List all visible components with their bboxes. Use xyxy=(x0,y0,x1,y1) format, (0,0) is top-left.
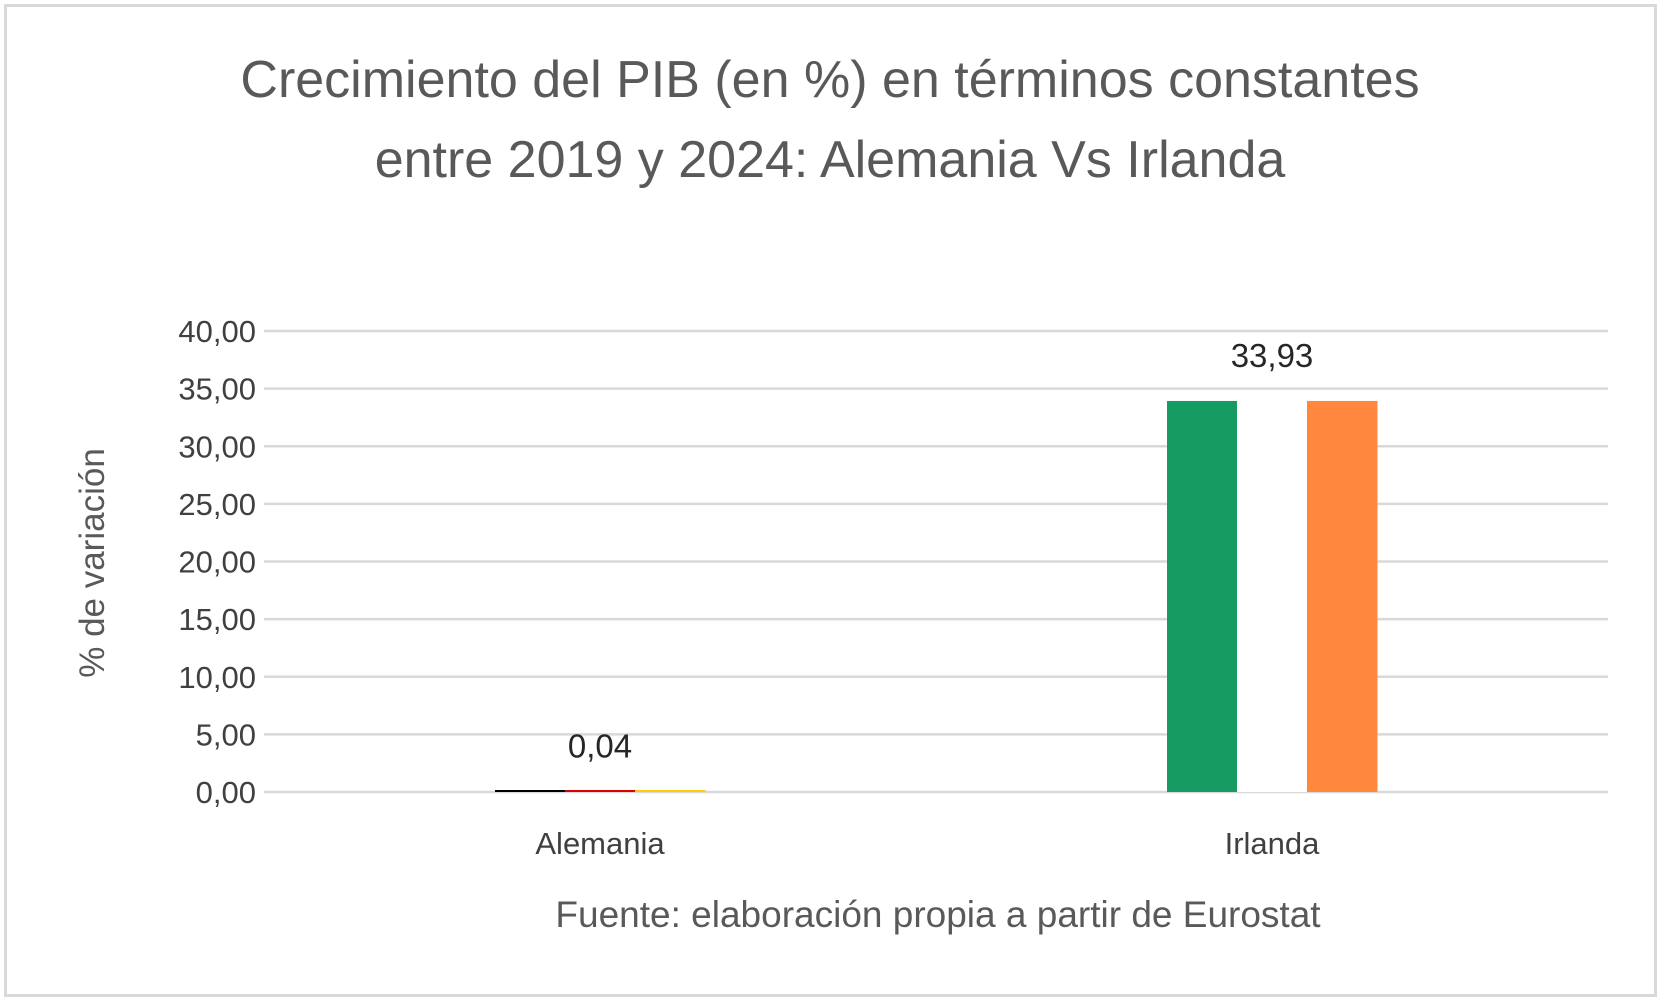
chart-frame xyxy=(4,4,1657,997)
bar-irlanda xyxy=(1167,400,1378,792)
bar-stripe xyxy=(565,790,636,792)
y-tick-labels: 0,00 5,00 10,00 15,00 20,00 25,00 30,00 35,00 40… xyxy=(178,314,256,810)
y-tick-label: 20,00 xyxy=(178,545,256,580)
bar-stripe xyxy=(1237,400,1308,792)
bar-stripe xyxy=(635,790,706,792)
bar-stripe xyxy=(1167,400,1238,792)
y-tick-label: 30,00 xyxy=(178,429,256,464)
category-labels: Alemania Irlanda xyxy=(535,826,1320,861)
y-tick-label: 15,00 xyxy=(178,602,256,637)
category-label: Irlanda xyxy=(1225,826,1321,861)
chart-title: Crecimiento del PIB (en %) en términos c… xyxy=(240,51,1420,189)
y-tick-label: 25,00 xyxy=(178,487,256,522)
bar-alemania xyxy=(495,790,706,792)
gridlines xyxy=(264,329,1608,794)
y-tick-label: 35,00 xyxy=(178,372,256,407)
source-label: Fuente: elaboración propia a partir de E… xyxy=(555,894,1321,935)
bar-stripe xyxy=(495,790,566,792)
data-labels: 0,04 33,93 xyxy=(568,337,1313,765)
y-axis-title: % de variación xyxy=(73,448,112,678)
data-label: 0,04 xyxy=(568,728,632,765)
category-label: Alemania xyxy=(535,826,665,861)
y-tick-label: 10,00 xyxy=(178,660,256,695)
y-tick-label: 40,00 xyxy=(178,314,256,349)
data-label: 33,93 xyxy=(1231,337,1314,374)
bar-stripe xyxy=(1307,400,1378,792)
bars xyxy=(495,400,1378,792)
y-tick-label: 0,00 xyxy=(196,775,256,810)
y-tick-label: 5,00 xyxy=(196,717,256,752)
